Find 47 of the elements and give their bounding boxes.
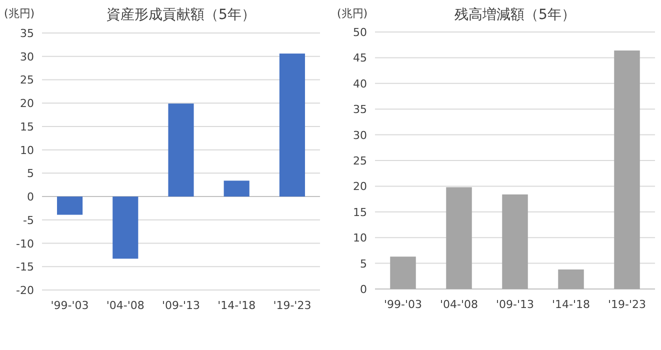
y-tick-label: 5 [360, 257, 367, 270]
x-tick-label: '99-'03 [50, 299, 89, 312]
y-tick-label: 5 [27, 167, 34, 180]
y-tick-label: 40 [353, 77, 367, 90]
bar [224, 180, 250, 197]
y-tick-label: 15 [353, 206, 367, 219]
y-tick-label: 0 [360, 283, 367, 296]
x-tick-label: '99-'03 [384, 298, 422, 311]
y-tick-label: 50 [353, 26, 367, 39]
x-tick-label: '09-'13 [496, 298, 534, 311]
bar [112, 196, 138, 259]
y-tick-label: -15 [16, 260, 34, 274]
y-tick-label: 15 [20, 120, 34, 134]
bar [558, 269, 584, 289]
y-tick-label: -5 [23, 214, 34, 227]
y-axis-title: (兆円) [4, 7, 35, 20]
bar [57, 196, 83, 215]
y-tick-label: 10 [353, 232, 367, 245]
x-tick-label: '14-'18 [552, 298, 590, 311]
y-tick-label: 20 [353, 180, 367, 194]
y-tick-label: 10 [20, 144, 34, 157]
y-tick-label: 0 [27, 190, 34, 204]
y-tick-label: 25 [20, 74, 34, 87]
y-tick-label: -20 [16, 284, 34, 297]
bar [446, 187, 472, 289]
y-tick-label: 30 [353, 128, 367, 142]
y-tick-label: 25 [353, 154, 367, 168]
y-tick-label: -10 [16, 237, 34, 250]
bar [168, 104, 194, 197]
x-tick-label: '14-'18 [218, 299, 256, 312]
chart-title: 残高増減額（5年） [454, 6, 576, 23]
y-tick-label: 20 [20, 97, 34, 110]
y-tick-label: 45 [353, 52, 367, 65]
bar [614, 50, 640, 289]
bar [502, 194, 528, 289]
bar [390, 256, 416, 289]
x-tick-label: '04-'08 [440, 298, 478, 311]
y-axis-title: (兆円) [337, 7, 368, 20]
y-tick-label: 35 [20, 27, 34, 40]
chart-title: 資産形成貢献額（5年） [106, 7, 256, 23]
y-tick-label: 35 [353, 103, 367, 116]
x-tick-label: '19-'23 [273, 299, 312, 312]
y-tick-label: 30 [20, 50, 34, 64]
x-tick-label: '09-'13 [162, 299, 200, 312]
x-tick-label: '04-'08 [106, 299, 144, 312]
x-tick-label: '19-'23 [608, 298, 646, 311]
bar [279, 54, 305, 197]
